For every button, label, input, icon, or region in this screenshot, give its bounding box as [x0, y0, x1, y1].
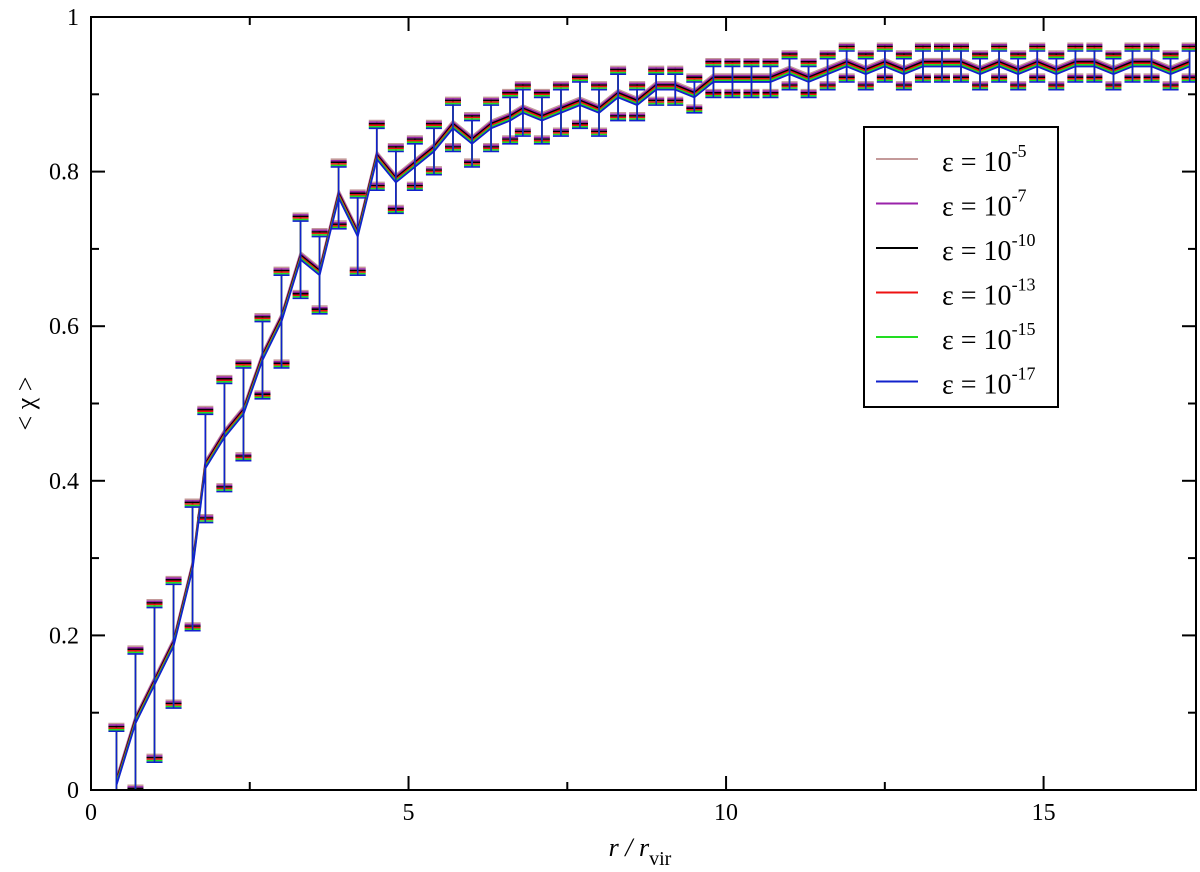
- legend: ε = 10-5ε = 10-7ε = 10-10ε = 10-13ε = 10…: [863, 126, 1059, 408]
- legend-label: ε = 10-15: [942, 319, 1036, 356]
- legend-label: ε = 10-7: [942, 186, 1027, 223]
- legend-item-1: ε = 10-5: [876, 141, 1027, 178]
- y-tick-label: 0.2: [49, 623, 79, 649]
- legend-item-3: ε = 10-10: [876, 230, 1036, 267]
- legend-label: ε = 10-5: [942, 141, 1027, 178]
- y-tick-label: 0: [67, 778, 79, 804]
- x-tick-label: 15: [1032, 800, 1056, 826]
- legend-label: ε = 10-10: [942, 230, 1036, 267]
- legend-label: ε = 10-13: [942, 275, 1036, 312]
- x-axis-label-sub: vir: [649, 848, 672, 870]
- legend-item-4: ε = 10-13: [876, 275, 1036, 312]
- x-axis-label-main: r / r: [609, 833, 650, 862]
- legend-label-exponent: -17: [1012, 364, 1036, 384]
- legend-label-base: ε = 10: [942, 325, 1012, 356]
- legend-label-exponent: -5: [1012, 141, 1027, 161]
- series-6: [108, 50, 1196, 790]
- legend-label: ε = 10-17: [942, 364, 1036, 401]
- legend-label-base: ε = 10: [942, 147, 1012, 178]
- legend-label-exponent: -13: [1012, 275, 1036, 295]
- legend-label-exponent: -7: [1012, 186, 1027, 206]
- y-tick-label: 0.6: [49, 314, 79, 340]
- y-tick-label: 0.8: [49, 160, 79, 186]
- plot-area: [108, 42, 1196, 790]
- legend-item-5: ε = 10-15: [876, 319, 1036, 356]
- x-tick-label: 10: [714, 800, 738, 826]
- y-axis-label: < χ >: [11, 377, 40, 431]
- legend-item-6: ε = 10-17: [876, 364, 1036, 401]
- legend-label-base: ε = 10: [942, 192, 1012, 223]
- legend-item-2: ε = 10-7: [876, 186, 1027, 223]
- legend-label-exponent: -10: [1012, 230, 1036, 250]
- x-tick-label: 0: [85, 800, 97, 826]
- legend-label-base: ε = 10: [942, 236, 1012, 267]
- y-tick-label: 1: [67, 5, 79, 31]
- x-tick-label: 5: [403, 800, 415, 826]
- y-tick-label: 0.4: [49, 469, 79, 495]
- axes: 0 5 10 15 0 0.2 0.4 0.6 0.8 1 r / rvir < χ >: [11, 5, 1197, 870]
- legend-box: [863, 126, 1059, 408]
- series-line: [115, 65, 1190, 786]
- x-axis-label: r / rvir: [609, 833, 672, 870]
- legend-label-base: ε = 10: [942, 370, 1012, 401]
- legend-label-base: ε = 10: [942, 281, 1012, 312]
- legend-label-exponent: -15: [1012, 319, 1036, 339]
